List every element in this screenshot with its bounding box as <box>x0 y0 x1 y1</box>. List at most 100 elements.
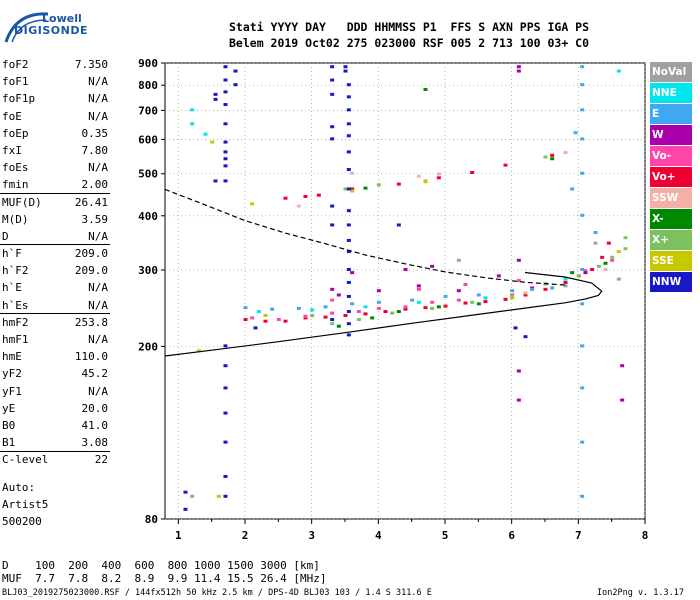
echo-point <box>343 313 348 317</box>
param-name: hmF1 <box>2 333 29 346</box>
echo-point <box>620 398 625 402</box>
param-value: N/A <box>88 92 108 106</box>
x-tick-label: 2 <box>242 529 249 542</box>
echo-point <box>416 284 421 288</box>
echo-point <box>396 310 401 314</box>
echo-point <box>476 293 481 297</box>
echo-point <box>243 306 248 310</box>
echo-point <box>516 398 521 402</box>
legend-item-e: E <box>650 104 692 124</box>
param-row: foEp 0.35 <box>0 125 112 142</box>
echo-point <box>416 300 421 304</box>
echo-point <box>203 132 208 136</box>
echo-point <box>330 311 335 315</box>
echo-point <box>330 298 335 302</box>
echo-point <box>223 157 228 161</box>
echo-point <box>346 294 351 298</box>
echo-points <box>183 65 628 511</box>
muf-distance-row: D 100 200 400 600 800 1000 1500 3000 [km… <box>2 559 320 572</box>
echo-point <box>343 69 348 73</box>
echo-point <box>516 258 521 262</box>
echo-point <box>223 364 228 368</box>
param-row: fxI 7.80 <box>0 142 112 159</box>
echo-point <box>233 69 238 73</box>
echo-point <box>223 90 228 94</box>
param-row: h`F2 209.0 <box>0 262 112 279</box>
param-value: N/A <box>88 281 108 295</box>
echo-point <box>510 289 515 293</box>
y-tick-label: 300 <box>138 264 158 277</box>
param-name: foEp <box>2 126 29 140</box>
echo-point <box>346 108 351 112</box>
param-row: h`E N/A <box>0 279 112 296</box>
param-name: fxI <box>2 143 22 157</box>
echo-point <box>346 267 351 271</box>
echo-point <box>223 65 228 69</box>
echo-point <box>346 223 351 227</box>
param-name: yF2 <box>2 367 22 381</box>
echo-point <box>516 65 521 69</box>
param-value: N/A <box>88 384 108 398</box>
param-value: N/A <box>88 161 108 175</box>
x-tick-label: 3 <box>308 529 315 542</box>
plot-frame <box>164 62 646 520</box>
param-name: M(D) <box>2 212 29 226</box>
y-tick-label: 400 <box>138 210 158 223</box>
echo-point <box>403 305 408 309</box>
echo-point <box>430 264 435 268</box>
echo-point <box>516 69 521 73</box>
echo-point <box>513 326 518 330</box>
echo-point <box>283 196 288 200</box>
echo-point <box>350 271 355 275</box>
echo-point <box>310 308 315 312</box>
echo-point <box>346 209 351 213</box>
x-tick-label: 1 <box>175 529 182 542</box>
echo-point <box>330 125 335 129</box>
param-row: B1 3.08 <box>0 434 112 451</box>
echo-point <box>346 238 351 242</box>
echo-point <box>593 231 598 235</box>
echo-point <box>253 326 258 330</box>
echo-point <box>463 283 468 287</box>
echo-point <box>346 280 351 284</box>
param-row: hmE 110.0 <box>0 348 112 365</box>
echo-point <box>323 315 328 319</box>
x-tick-label: 8 <box>642 529 649 542</box>
echo-point <box>223 344 228 348</box>
echo-point <box>190 494 195 498</box>
param-row: B0 41.0 <box>0 417 112 434</box>
echo-point <box>476 302 481 306</box>
param-separator <box>0 244 110 246</box>
logo-arc-icon <box>4 12 49 43</box>
echo-point <box>563 151 568 155</box>
echo-point <box>213 97 218 101</box>
legend-item-vo-plus: Vo+ <box>650 167 692 187</box>
echo-point <box>583 271 588 275</box>
echo-point <box>580 267 585 271</box>
echo-point <box>456 298 461 302</box>
param-value: N/A <box>88 75 108 89</box>
legend-item-nne: NNE <box>650 83 692 103</box>
echo-point <box>223 150 228 154</box>
echo-point <box>583 269 588 273</box>
legend-item-vo-minus: Vo- <box>650 146 692 166</box>
echo-point <box>396 223 401 227</box>
echo-point <box>346 250 351 254</box>
echo-point <box>223 78 228 82</box>
param-row: foF1 N/A <box>0 73 112 90</box>
echo-point <box>580 108 585 112</box>
param-name: hmF2 <box>2 315 29 329</box>
echo-point <box>580 83 585 87</box>
param-value: N/A <box>88 109 108 123</box>
legend-item-x-plus: X+ <box>650 230 692 250</box>
echo-point <box>423 87 428 91</box>
echo-point <box>350 302 355 306</box>
echo-point <box>610 258 615 262</box>
param-row: yF2 45.2 <box>0 365 112 382</box>
echo-point <box>603 267 608 271</box>
echo-point <box>483 300 488 304</box>
echo-point <box>250 202 255 206</box>
echo-point <box>593 241 598 245</box>
echo-point <box>606 241 611 245</box>
